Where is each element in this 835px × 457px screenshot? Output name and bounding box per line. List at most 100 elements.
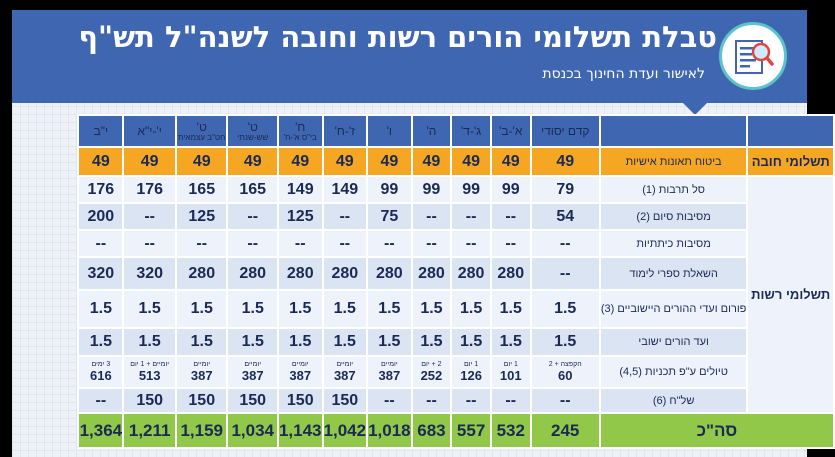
row-label: מסיבות כיתתיות <box>598 229 749 258</box>
row-label: ביטוח תאונות אישיות <box>598 146 749 177</box>
table-cell: 125 <box>175 202 229 231</box>
table-cell: -- <box>122 229 178 258</box>
table-cell: 1 יום 126 <box>450 355 492 389</box>
table-row: פורום ועדי ההורים היישוביים (3) 1.5 1.5 … <box>40 289 834 329</box>
table-row: ועד הורים ישובי 1.5 1.5 1.5 1.5 1.5 1.5 … <box>40 327 834 357</box>
row-label: סל תרבות (1) <box>598 175 749 204</box>
table-cell: 1.5 <box>489 289 532 329</box>
column-header: קדם יסודי <box>529 114 601 148</box>
table-cell: 176 <box>77 175 125 204</box>
table-cell: 165 <box>226 175 279 204</box>
table-cell: 49 <box>276 146 324 177</box>
column-header: ג'-ד' <box>450 114 492 148</box>
page-title: טבלת תשלומי הורים רשות וחובה לשנה"ל תש"ף <box>78 20 717 54</box>
total-cell: 1,042 <box>321 412 369 449</box>
table-cell: -- <box>489 202 532 231</box>
table-cell: 49 <box>366 146 413 177</box>
table-cell: -- <box>77 229 125 258</box>
table-cell: 49 <box>489 146 532 177</box>
table-cell: 1.5 <box>175 289 229 329</box>
table-cell: 280 <box>410 256 453 291</box>
table-cell: 1.5 <box>122 327 178 357</box>
row-label: של"ח (6) <box>598 387 749 414</box>
table-cell: 49 <box>321 146 369 177</box>
table-row: טיולים ע"פ תכניות (4,5) הקפצה + 2 60 1 יו… <box>40 355 834 389</box>
table-cell: 2 + יום 252 <box>410 355 453 389</box>
table-cell: 99 <box>489 175 532 204</box>
table-cell: 1.5 <box>321 289 369 329</box>
table-cell: -- <box>366 387 413 414</box>
table-cell: 280 <box>366 256 413 291</box>
table-cell: -- <box>321 202 369 231</box>
table-cell: הקפצה + 2 60 <box>529 355 601 389</box>
table-cell: 3 ימים 616 <box>77 355 125 389</box>
table-cell: 99 <box>450 175 492 204</box>
table-cell: 280 <box>226 256 279 291</box>
table-row: מסיבות כיתתיות -- -- -- -- -- -- -- -- -… <box>40 229 834 258</box>
table-row: השאלת ספרי לימוד -- 280 280 280 280 280 … <box>40 256 834 291</box>
header-corner <box>746 114 835 148</box>
table-cell: יומיים 387 <box>276 355 324 389</box>
table-cell: 49 <box>122 146 178 177</box>
table-cell: 99 <box>366 175 413 204</box>
column-note: חט"ב עצמאית <box>178 132 226 142</box>
total-cell: 557 <box>450 412 492 449</box>
table-cell: 125 <box>276 202 324 231</box>
group-label-mandatory: תשלומי חובה <box>746 146 835 177</box>
table-cell: -- <box>410 229 453 258</box>
column-header: ז'-ח' <box>321 114 369 148</box>
table-cell: 1.5 <box>175 327 229 357</box>
table-cell: -- <box>489 229 532 258</box>
column-header: ט' שש-שנתי <box>226 114 279 148</box>
table-cell: 75 <box>366 202 413 231</box>
table-cell: 1.5 <box>366 327 413 357</box>
table-cell: -- <box>529 229 601 258</box>
row-label: טיולים ע"פ תכניות (4,5) <box>598 355 749 389</box>
column-note: שש-שנתי <box>237 132 269 142</box>
table-cell: 49 <box>450 146 492 177</box>
table-cell: -- <box>122 202 178 231</box>
table-cell: 49 <box>175 146 229 177</box>
banner-pointer <box>683 103 707 115</box>
table-cell: -- <box>450 387 492 414</box>
table-cell: יומיים 387 <box>366 355 413 389</box>
table-cell: -- <box>410 387 453 414</box>
header-row: קדם יסודי א'-ב' ג'-ד' ה' ו' ז'-ח' ח' בי"ס… <box>40 114 835 148</box>
table-cell: 1.5 <box>489 327 532 357</box>
group-label-optional: תשלומי רשות <box>746 175 835 414</box>
table-cell: 1.5 <box>77 289 125 329</box>
table-cell: 320 <box>122 256 178 291</box>
table-row: תשלומי חובה ביטוח תאונות אישיות 49 49 49… <box>40 146 835 177</box>
total-cell: 532 <box>489 412 532 449</box>
table-cell: -- <box>321 229 369 258</box>
table-cell: 150 <box>175 387 229 414</box>
table-cell: 149 <box>276 175 324 204</box>
title-banner <box>12 10 807 103</box>
column-header: ט' חט"ב עצמאית <box>175 114 229 148</box>
row-label: ועד הורים ישובי <box>598 327 749 357</box>
total-cell: 245 <box>529 412 601 449</box>
table-cell: 176 <box>122 175 178 204</box>
fees-table: קדם יסודי א'-ב' ג'-ד' ה' ו' ז'-ח' ח' בי"ס… <box>39 114 835 449</box>
total-row: סה"כ 245 532 557 683 1,018 1,042 1,143 1… <box>40 412 835 449</box>
table-cell: 200 <box>77 202 125 231</box>
table-cell: 1 יום 101 <box>489 355 532 389</box>
table-cell: 49 <box>77 146 125 177</box>
table-row: תשלומי רשות סל תרבות (1) 79 99 99 99 99 … <box>40 175 835 414</box>
table-cell: 1.5 <box>410 327 453 357</box>
table-cell: -- <box>450 202 492 231</box>
table-cell: -- <box>529 387 601 414</box>
row-label: השאלת ספרי לימוד <box>598 256 749 291</box>
table-cell: יומיים 387 <box>226 355 279 389</box>
table-cell: 1.5 <box>321 327 369 357</box>
table-cell: 150 <box>226 387 279 414</box>
total-cell: 1,143 <box>276 412 324 449</box>
document-magnifier-icon <box>719 22 787 90</box>
table-cell: יומיים 387 <box>175 355 229 389</box>
table-cell: 1.5 <box>226 327 279 357</box>
table-cell: 280 <box>175 256 229 291</box>
table-cell: 49 <box>529 146 601 177</box>
column-header: א'-ב' <box>489 114 532 148</box>
table-cell: -- <box>529 256 601 291</box>
total-label: סה"כ <box>598 412 835 449</box>
